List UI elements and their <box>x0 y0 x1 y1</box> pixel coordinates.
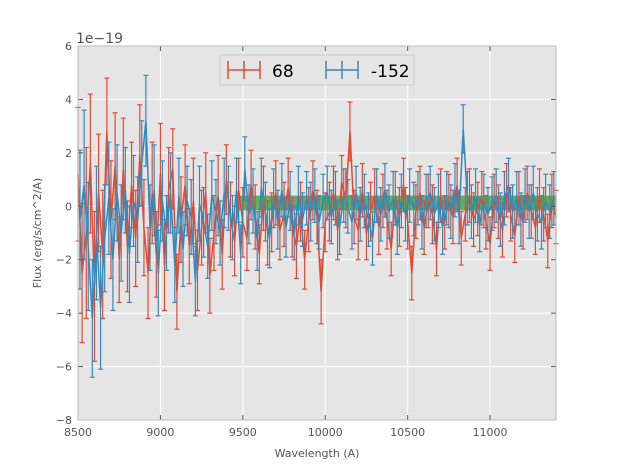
legend-label-68: 68 <box>272 62 294 82</box>
ticks: 8500 9000 9500 10000 10500 11000 −8 −6 −4 −2 0 2 4 6 <box>56 40 557 439</box>
legend: 68 -152 <box>219 54 415 86</box>
series-1 <box>77 74 557 378</box>
offset-text: 1e−19 <box>76 31 123 47</box>
legend-label-152: -152 <box>371 62 410 82</box>
series-line <box>79 120 555 319</box>
series-line <box>77 131 557 292</box>
plot-frame <box>77 45 557 421</box>
y-tick-label: 6 <box>65 40 72 53</box>
y-axis-label: Flux (erg/s/cm^2/A) <box>31 178 44 288</box>
x-tick-label: 10500 <box>390 426 425 439</box>
legend-marker-152 <box>325 61 359 79</box>
y-tick-label: −6 <box>56 361 72 374</box>
y-tick-label: 2 <box>65 147 72 160</box>
x-tick-label: 9500 <box>229 426 257 439</box>
x-tick-label: 11000 <box>473 426 508 439</box>
y-tick-label: −4 <box>56 307 72 320</box>
y-tick-label: 0 <box>65 200 72 213</box>
series-layer <box>75 74 559 378</box>
legend-marker-68 <box>227 61 261 79</box>
y-tick-label: −2 <box>56 254 72 267</box>
x-tick-label: 10000 <box>308 426 343 439</box>
x-tick-label: 8500 <box>64 426 92 439</box>
y-tick-label: 4 <box>65 93 72 106</box>
y-tick-label: −8 <box>56 414 72 427</box>
x-axis-label: Wavelength (A) <box>275 447 360 460</box>
x-tick-label: 9000 <box>146 426 174 439</box>
